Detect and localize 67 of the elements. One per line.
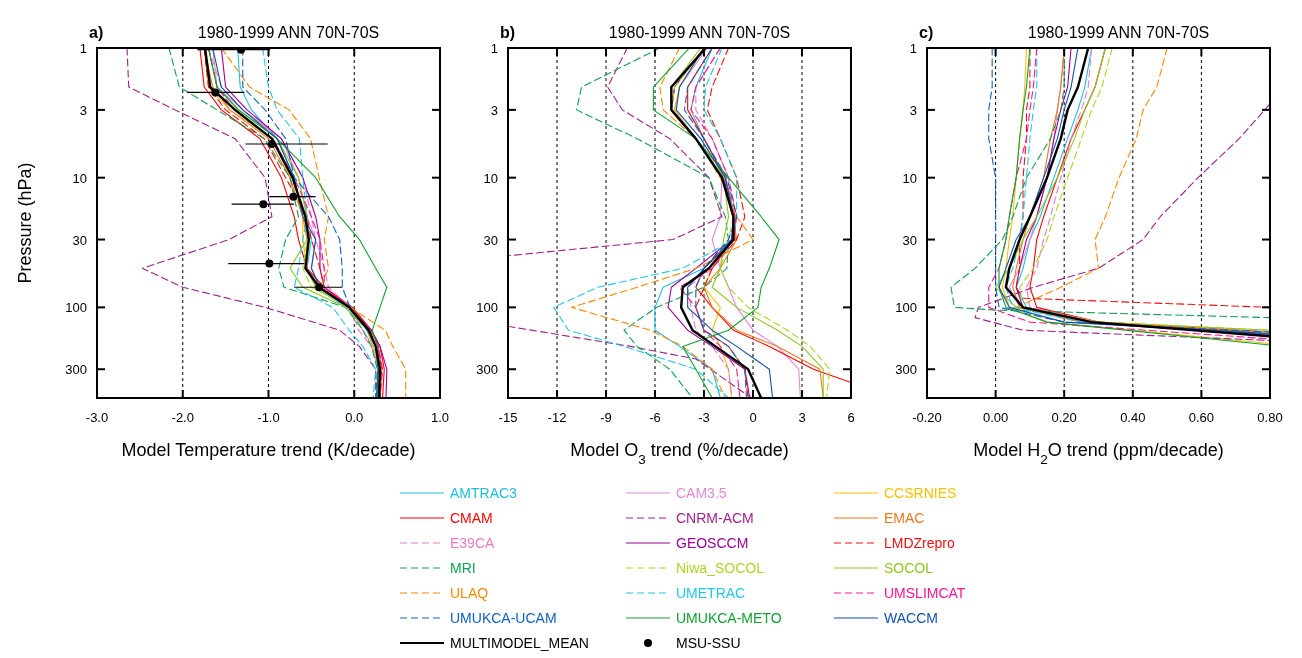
legend-label: MSU-SSU — [676, 635, 741, 651]
x-axis-title: Model Temperature trend (K/decade) — [121, 440, 416, 460]
legend-label: UMSLIMCAT — [884, 585, 966, 601]
y-tick-label: 100 — [65, 300, 87, 316]
y-tick-label: 30 — [483, 232, 498, 248]
legend-label: ULAQ — [450, 585, 489, 601]
y-tick-label: 30 — [902, 232, 917, 248]
x-tick-label: 0.80 — [1257, 410, 1283, 425]
legend-label: UMUKCA-METO — [676, 610, 782, 626]
legend-label: UMUKCA-UCAM — [450, 610, 557, 626]
legend-label: SOCOL — [884, 560, 934, 576]
x-tick-label: 0.60 — [1188, 410, 1215, 425]
y-tick-label: 3 — [909, 102, 917, 118]
y-tick-label: 1 — [490, 41, 498, 56]
x-tick-label: 0 — [749, 410, 757, 425]
y-tick-label: 10 — [483, 170, 498, 186]
y-tick-label: 30 — [72, 232, 87, 248]
x-tick-label: -3.0 — [85, 410, 109, 425]
x-tick-label: -2.0 — [171, 410, 194, 425]
legend-label: UMETRAC — [676, 585, 746, 601]
legend-label: E39CA — [450, 535, 496, 551]
y-tick-label: 100 — [895, 300, 917, 316]
y-tick-label: 1 — [79, 41, 87, 56]
y-tick-label: 10 — [902, 170, 917, 186]
y-axis-title: Pressure (hPa) — [15, 162, 35, 284]
x-tick-label: 1.0 — [430, 410, 450, 425]
y-tick-label: 3 — [490, 102, 498, 118]
chart-title: 1980-1999 ANN 70N-70S — [1027, 24, 1210, 41]
x-tick-label: 3 — [798, 410, 806, 425]
text: a) — [89, 24, 104, 41]
x-axis-title: Model H$_{2}$O trend (ppm/decade) — [973, 440, 1224, 467]
legend-label: EMAC — [884, 510, 925, 526]
y-tick-label: 100 — [476, 300, 498, 316]
x-tick-label: 0.00 — [982, 410, 1009, 425]
x-tick-label: -1.0 — [257, 410, 280, 425]
legend-label: CAM3.5 — [676, 485, 727, 501]
x-tick-label: -0.20 — [912, 410, 942, 425]
chart-title: 1980-1999 ANN 70N-70S — [608, 24, 791, 41]
y-tick-label: 3 — [79, 102, 87, 118]
legend-label: GEOSCCM — [676, 535, 749, 551]
chart-title: 1980-1999 ANN 70N-70S — [197, 24, 380, 41]
legend-label: AMTRAC3 — [450, 485, 518, 501]
legend-label: LMDZrepro — [884, 535, 956, 551]
x-tick-label: -12 — [547, 410, 567, 425]
x-axis-title: Model O$_{3}$ trend (%/decade) — [570, 440, 789, 467]
x-tick-label: -6 — [649, 410, 661, 425]
y-tick-label: 300 — [476, 362, 498, 378]
legend-label: CMAM — [450, 510, 493, 526]
y-tick-label: 10 — [72, 170, 87, 186]
text: b) — [500, 24, 516, 41]
x-tick-label: -9 — [600, 410, 612, 425]
legend-label: WACCM — [884, 610, 938, 626]
x-tick-label: -15 — [498, 410, 518, 425]
x-tick-label: 6 — [847, 410, 855, 425]
legend-label: Niwa_SOCOL — [676, 560, 765, 576]
text: c) — [919, 24, 934, 41]
y-tick-label: 1 — [909, 41, 917, 56]
legend-label: MRI — [450, 560, 476, 576]
legend-label: CNRM-ACM — [676, 510, 754, 526]
x-tick-label: 0.40 — [1120, 410, 1146, 425]
legend-label: CCSRNIES — [884, 485, 957, 501]
legend-label: MULTIMODEL_MEAN — [450, 635, 589, 651]
y-tick-label: 300 — [65, 362, 87, 378]
y-tick-label: 300 — [895, 362, 917, 378]
x-tick-label: 0.0 — [345, 410, 364, 425]
x-tick-label: -3 — [698, 410, 710, 425]
x-tick-label: 0.20 — [1051, 410, 1077, 425]
